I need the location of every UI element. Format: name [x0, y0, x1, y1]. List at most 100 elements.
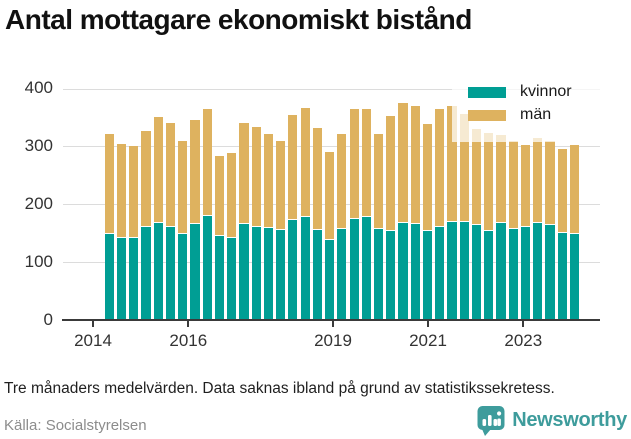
bar-segment-kvinnor [165, 226, 176, 320]
bar-segment-kvinnor [569, 234, 579, 320]
stacked-bar [386, 88, 396, 320]
stacked-bar [214, 88, 225, 320]
bar-segment-kvinnor [202, 216, 212, 320]
bar-segment-man [496, 134, 506, 224]
stacked-bar [251, 88, 261, 320]
stacked-bar [484, 88, 494, 320]
stacked-bar [116, 88, 127, 320]
bar-segment-man [300, 107, 310, 217]
stacked-bar [349, 88, 359, 320]
legend-swatch-man [468, 109, 506, 121]
bar-segment-kvinnor [276, 230, 286, 320]
bar-segment-kvinnor [141, 227, 151, 320]
bar-segment-man [520, 144, 531, 228]
footnote: Tre månaders medelvärden. Data saknas ib… [4, 380, 555, 397]
stacked-bar [361, 88, 371, 320]
stacked-bar [129, 88, 139, 320]
bar-segment-man [190, 120, 200, 224]
bar-segment-man [471, 129, 482, 225]
brand-name: Newsworthy [512, 409, 627, 431]
brand-logo: Newsworthy [477, 405, 627, 436]
stacked-bar [337, 88, 347, 320]
y-axis-tick-label: 100 [24, 251, 53, 271]
bar-segment-man [533, 137, 543, 224]
stacked-bar [239, 88, 249, 320]
bar-segment-man [214, 156, 225, 237]
bar-segment-kvinnor [398, 223, 408, 320]
stacked-bar [288, 88, 298, 320]
stacked-bar [202, 88, 212, 320]
x-axis-tick-label: 2021 [409, 331, 447, 350]
bar-segment-man [361, 108, 371, 217]
stacked-bar [459, 88, 469, 320]
bar-segment-man [447, 106, 457, 222]
bar-segment-man [129, 145, 139, 238]
stacked-bar [447, 88, 457, 320]
bar-segment-man [435, 109, 445, 227]
bar-segment-kvinnor [116, 237, 127, 320]
bar-segment-man [202, 108, 212, 217]
x-axis-tick [427, 320, 429, 327]
bar-segment-man [337, 133, 347, 230]
bar-segment-kvinnor [288, 220, 298, 320]
page-title: Antal mottagare ekonomiskt bistånd [5, 4, 472, 35]
stacked-bar [410, 88, 420, 320]
bar-segment-kvinnor [533, 223, 543, 320]
x-axis-tick-label: 2019 [314, 331, 352, 350]
bar-segment-kvinnor [459, 221, 469, 320]
gridline [63, 88, 600, 90]
bar-segment-man [178, 141, 188, 235]
stacked-bar [398, 88, 408, 320]
bar-segment-man [104, 133, 114, 234]
stacked-bar [178, 88, 188, 320]
stacked-bar [227, 88, 237, 320]
bar-segment-kvinnor [312, 229, 322, 320]
bar-segment-kvinnor [349, 219, 359, 320]
legend-item-man: män [468, 107, 551, 123]
stacked-bar [263, 88, 273, 320]
bar-segment-man [141, 130, 151, 228]
bar-segment-kvinnor [361, 216, 371, 320]
bar-segment-kvinnor [263, 227, 273, 320]
stacked-bar [300, 88, 310, 320]
bar-segment-kvinnor [557, 233, 567, 320]
stacked-bar [496, 88, 506, 320]
legend-label-kvinnor: kvinnor [520, 83, 572, 100]
y-axis-tick-label: 300 [24, 135, 53, 155]
legend-label-man: män [520, 106, 552, 123]
y-axis-tick-label: 400 [24, 78, 53, 97]
bar-segment-kvinnor [227, 238, 237, 320]
gridline [63, 146, 600, 148]
bar-segment-kvinnor [104, 233, 114, 320]
legend-item-kvinnor: kvinnor [468, 84, 572, 100]
bar-segment-man [398, 102, 408, 224]
bar-segment-man [227, 152, 237, 239]
bar-segment-man [569, 145, 579, 235]
stacked-bar [141, 88, 151, 320]
bar-segment-man [165, 123, 176, 227]
stacked-bar [276, 88, 286, 320]
bar-segment-kvinnor [410, 223, 420, 320]
stacked-bar [508, 88, 518, 320]
stacked-bar [520, 88, 531, 320]
x-axis-tick-label: 2016 [169, 331, 208, 350]
bar-segment-man [325, 152, 335, 241]
stacked-bar [533, 88, 543, 320]
bar-segment-man [312, 128, 322, 230]
bar-segment-man [349, 109, 359, 220]
bar-segment-man [484, 132, 494, 232]
bar-segment-man [288, 115, 298, 221]
bar-segment-man [239, 123, 249, 224]
bar-segment-kvinnor [251, 226, 261, 320]
bar-segment-kvinnor [214, 236, 225, 320]
stacked-bar [325, 88, 335, 320]
stacked-bar [373, 88, 384, 320]
x-axis-tick-label: 2023 [504, 331, 543, 350]
stacked-bar [312, 88, 322, 320]
stacked-bar [422, 88, 433, 320]
bar-segment-man [557, 149, 567, 234]
stacked-bar [190, 88, 200, 320]
stacked-bar [104, 88, 114, 320]
bar-segment-kvinnor [496, 223, 506, 320]
